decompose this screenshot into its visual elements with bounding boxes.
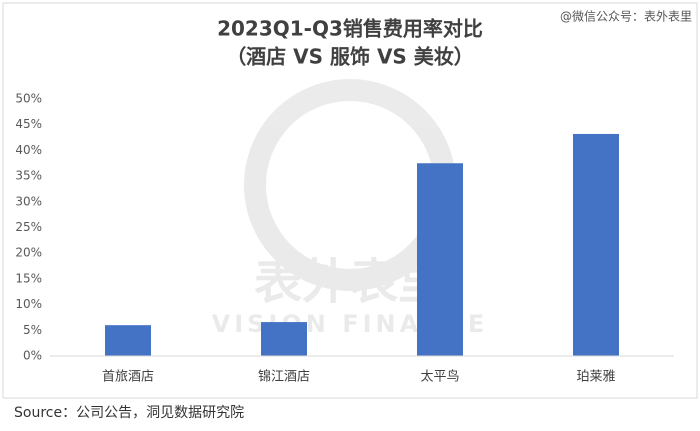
bar xyxy=(417,163,463,356)
chart-subtitle: （酒店 VS 服饰 VS 美妆） xyxy=(226,45,474,69)
y-tick-label: 45% xyxy=(15,117,42,131)
y-tick-label: 50% xyxy=(15,92,42,106)
source: Source：公司公告，洞见数据研究院 xyxy=(14,405,244,421)
y-tick-label: 0% xyxy=(23,349,42,363)
bar xyxy=(573,133,619,356)
watermark: @微信公众号：表外表里 xyxy=(560,10,692,24)
y-tick-label: 5% xyxy=(23,323,42,337)
bar xyxy=(105,325,151,356)
bar xyxy=(261,322,307,356)
chart-title: 2023Q1-Q3销售费用率对比 xyxy=(217,17,483,41)
y-tick-label: 10% xyxy=(15,297,42,311)
y-tick-label: 25% xyxy=(15,220,42,234)
x-tick-label: 锦江酒店 xyxy=(258,370,310,385)
y-tick-label: 20% xyxy=(15,246,42,260)
x-tick-label: 首旅酒店 xyxy=(102,370,154,385)
y-tick-label: 35% xyxy=(15,169,42,183)
y-tick-label: 30% xyxy=(15,194,42,208)
y-tick-label: 15% xyxy=(15,271,42,285)
x-tick-label: 珀莱雅 xyxy=(576,370,615,385)
logo-text: 表外表里 xyxy=(254,254,446,310)
x-tick-label: 太平鸟 xyxy=(420,369,459,385)
y-tick-label: 40% xyxy=(15,143,42,157)
